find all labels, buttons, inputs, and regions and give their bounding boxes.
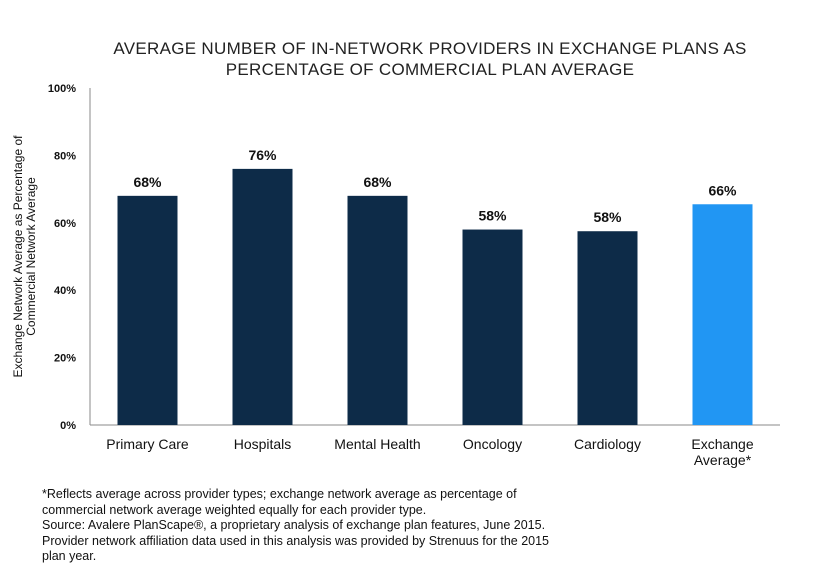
- x-tick-label: Cardiology: [574, 436, 641, 452]
- y-tick-label: 40%: [54, 285, 76, 297]
- x-tick-label-line: Cardiology: [574, 436, 641, 452]
- y-tick-label: 100%: [48, 83, 76, 95]
- x-tick-label: Exchange Average*: [691, 436, 753, 468]
- data-label: 66%: [708, 182, 737, 198]
- chart-title-line-1: AVERAGE NUMBER OF IN-NETWORK PROVIDERS I…: [113, 39, 747, 58]
- footnote-line-4: Provider network affiliation data used i…: [42, 533, 550, 548]
- y-tick-label: 20%: [54, 353, 76, 365]
- x-tick-label-line: Average*: [694, 452, 752, 468]
- bar: [117, 195, 178, 425]
- x-tick-label-line: Primary Care: [106, 436, 189, 452]
- y-tick-label: 60%: [54, 218, 76, 230]
- footnote-line-1: *Reflects average across provider types;…: [42, 487, 517, 501]
- x-tick-label: Hospitals: [234, 436, 292, 452]
- bar: [347, 195, 408, 425]
- data-label: 68%: [133, 174, 162, 190]
- y-axis-title-line: Exchange Network Average as Percentage o…: [11, 135, 25, 378]
- footnotes: *Reflects average across provider types;…: [42, 487, 622, 565]
- data-label: 76%: [248, 147, 277, 163]
- x-tick-label: Primary Care: [106, 436, 189, 452]
- bar: [462, 229, 523, 425]
- x-tick-label-line: Mental Health: [334, 436, 420, 452]
- x-tick-label: Oncology: [463, 436, 522, 452]
- x-tick-label: Mental Health: [334, 436, 420, 452]
- y-tick-label: 80%: [54, 150, 76, 162]
- x-tick-label-line: Hospitals: [234, 436, 292, 452]
- data-label: 58%: [478, 208, 507, 224]
- data-label: 68%: [363, 174, 392, 190]
- y-axis-title: Exchange Network Average as Percentage o…: [11, 135, 38, 378]
- bar: [692, 204, 753, 425]
- y-axis-title-line: Commercial Network Average: [24, 177, 38, 336]
- footnote-line-5: plan year.: [42, 549, 97, 563]
- x-tick-label-line: Oncology: [463, 436, 522, 452]
- bar: [232, 168, 293, 425]
- chart-title-line-2: PERCENTAGE OF COMMERCIAL PLAN AVERAGE: [225, 60, 635, 79]
- x-tick-label-line: Exchange: [691, 436, 753, 452]
- footnote-line-3: Source: Avalere PlanScape®, a proprietar…: [42, 518, 546, 532]
- data-label: 58%: [593, 209, 622, 225]
- footnote-line-2: commercial network average weighted equa…: [42, 502, 427, 517]
- chart-title: AVERAGE NUMBER OF IN-NETWORK PROVIDERS I…: [60, 38, 800, 80]
- bar: [577, 231, 638, 425]
- y-tick-label: 0%: [60, 420, 76, 432]
